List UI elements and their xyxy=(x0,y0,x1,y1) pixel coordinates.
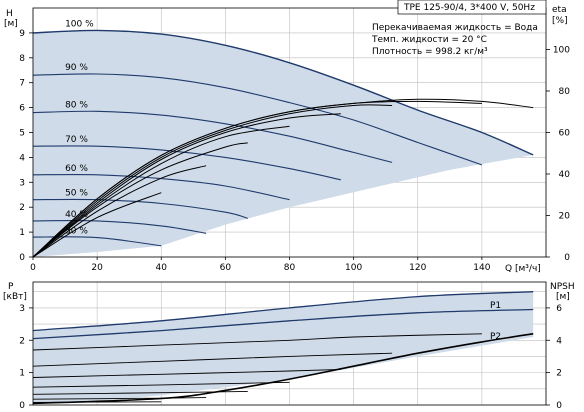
label-p1: P1 xyxy=(490,301,501,311)
y-tick-label-head: 8 xyxy=(19,54,25,64)
speed-label: 30 % xyxy=(65,227,88,237)
info-line-1: Перекачиваемая жидкость = Вода xyxy=(372,23,538,33)
y-tick-label-head: 4 xyxy=(19,153,25,163)
speed-label: 80 % xyxy=(65,100,88,110)
y-tick-label-power: 2 xyxy=(19,336,25,346)
y-tick-label-head: 9 xyxy=(19,29,25,39)
y-tick-label-head: 5 xyxy=(19,129,25,139)
head-curve-50pct xyxy=(32,198,248,219)
y-tick-label-power: 0 xyxy=(19,401,25,411)
chart-title: TPE 125-90/4, 3*400 V, 50Hz xyxy=(403,3,535,13)
power-curve-90 xyxy=(32,333,482,351)
info-line-3: Плотность = 998.2 кг/м³ xyxy=(372,47,488,57)
y-tick-label-head: 6 xyxy=(19,104,25,114)
y-tick-label-head: 7 xyxy=(19,79,25,89)
eta-curve-40pct xyxy=(32,165,207,258)
speed-label: 60 % xyxy=(65,164,88,174)
y-tick-label-eta: 20 xyxy=(559,212,571,222)
curves: 100 % 90 % 80 % 70 % 60 % 50 % 40 % 30 % xyxy=(32,19,534,405)
power-curve-70 xyxy=(32,368,341,378)
x-tick-label: 140 xyxy=(473,263,490,273)
y-tick-label-npsh: 0 xyxy=(556,401,562,411)
speed-label: 40 % xyxy=(65,210,88,220)
info-line-2: Темп. жидкости = 20 °C xyxy=(371,35,487,45)
power-curve-P1 xyxy=(32,291,534,332)
y-tick-label-npsh: 2 xyxy=(556,369,562,379)
x-axis-unit: [м³/ч] xyxy=(515,264,541,274)
y-tick-label-npsh: 4 xyxy=(556,336,562,346)
x-tick-label: 20 xyxy=(91,263,103,273)
axes: 0 20 40 60 80 100 120 1400123456789020406080100… xyxy=(19,7,571,411)
y-tick-label-head: 2 xyxy=(19,203,25,213)
y-tick-label-power: 3 xyxy=(19,304,25,314)
speed-label: 50 % xyxy=(65,189,88,199)
y-axis-label-eta: eta xyxy=(552,5,567,15)
y-axis-label-head: H xyxy=(6,9,13,19)
power-operating-area xyxy=(33,291,534,404)
y-tick-label-eta: 60 xyxy=(559,129,571,139)
head-curve-80pct xyxy=(32,110,393,163)
head-curve-70pct xyxy=(32,145,341,181)
power-curve-80 xyxy=(32,352,393,367)
y-tick-label-head: 1 xyxy=(19,228,25,238)
x-tick-label: 100 xyxy=(345,263,362,273)
y-tick-label-eta: 0 xyxy=(564,253,570,263)
power-curve-60 xyxy=(32,381,290,388)
y-axis-unit-npsh: [м] xyxy=(556,292,570,302)
y-tick-label-eta: 40 xyxy=(559,170,571,180)
eta-curve-70pct xyxy=(32,113,341,258)
bottom-plot-frame xyxy=(32,281,547,406)
head-operating-area xyxy=(33,30,534,258)
x-axis-label: Q xyxy=(505,264,512,274)
y-tick-label-head: 3 xyxy=(19,178,25,188)
eta-curve-80pct xyxy=(32,104,393,258)
y-axis-unit-eta: [%] xyxy=(552,16,568,26)
eta-curve-30pct xyxy=(32,192,162,258)
speed-label: 100 % xyxy=(65,19,94,29)
x-tick-label: 40 xyxy=(156,263,168,273)
y-axis-label-npsh: NPSH xyxy=(550,282,575,292)
y-axis-label-power: P xyxy=(8,282,14,292)
y-tick-label-eta: 100 xyxy=(553,46,570,56)
label-p2: P2 xyxy=(490,332,501,342)
title-box xyxy=(397,0,547,15)
y-tick-label-npsh: 6 xyxy=(556,304,562,314)
y-axis-unit-head: [м] xyxy=(4,19,18,29)
operating-areas xyxy=(33,30,534,404)
power-curve-P2 xyxy=(32,308,534,340)
y-tick-label-power: 1 xyxy=(19,369,25,379)
power-curve-50 xyxy=(32,390,248,395)
x-tick-label: 120 xyxy=(409,263,426,273)
y-tick-label-eta: 80 xyxy=(559,87,571,97)
head-curve-40pct xyxy=(32,219,207,234)
eta-curve-60pct xyxy=(32,125,290,258)
x-tick-label: 80 xyxy=(284,263,296,273)
npsh-curve xyxy=(32,333,534,405)
speed-label: 70 % xyxy=(65,135,88,145)
head-curve-100pct xyxy=(32,29,534,156)
speed-label: 90 % xyxy=(65,63,88,73)
head-curve-30pct xyxy=(32,236,162,247)
y-tick-label-head: 0 xyxy=(19,253,25,263)
x-tick-label: 60 xyxy=(220,263,232,273)
eta-curve-50pct xyxy=(32,142,248,258)
head-curve-90pct xyxy=(32,73,483,166)
y-axis-unit-power: [кВт] xyxy=(3,292,27,302)
eta-curve-90pct xyxy=(32,100,482,258)
x-tick-label: 0 xyxy=(30,263,36,273)
